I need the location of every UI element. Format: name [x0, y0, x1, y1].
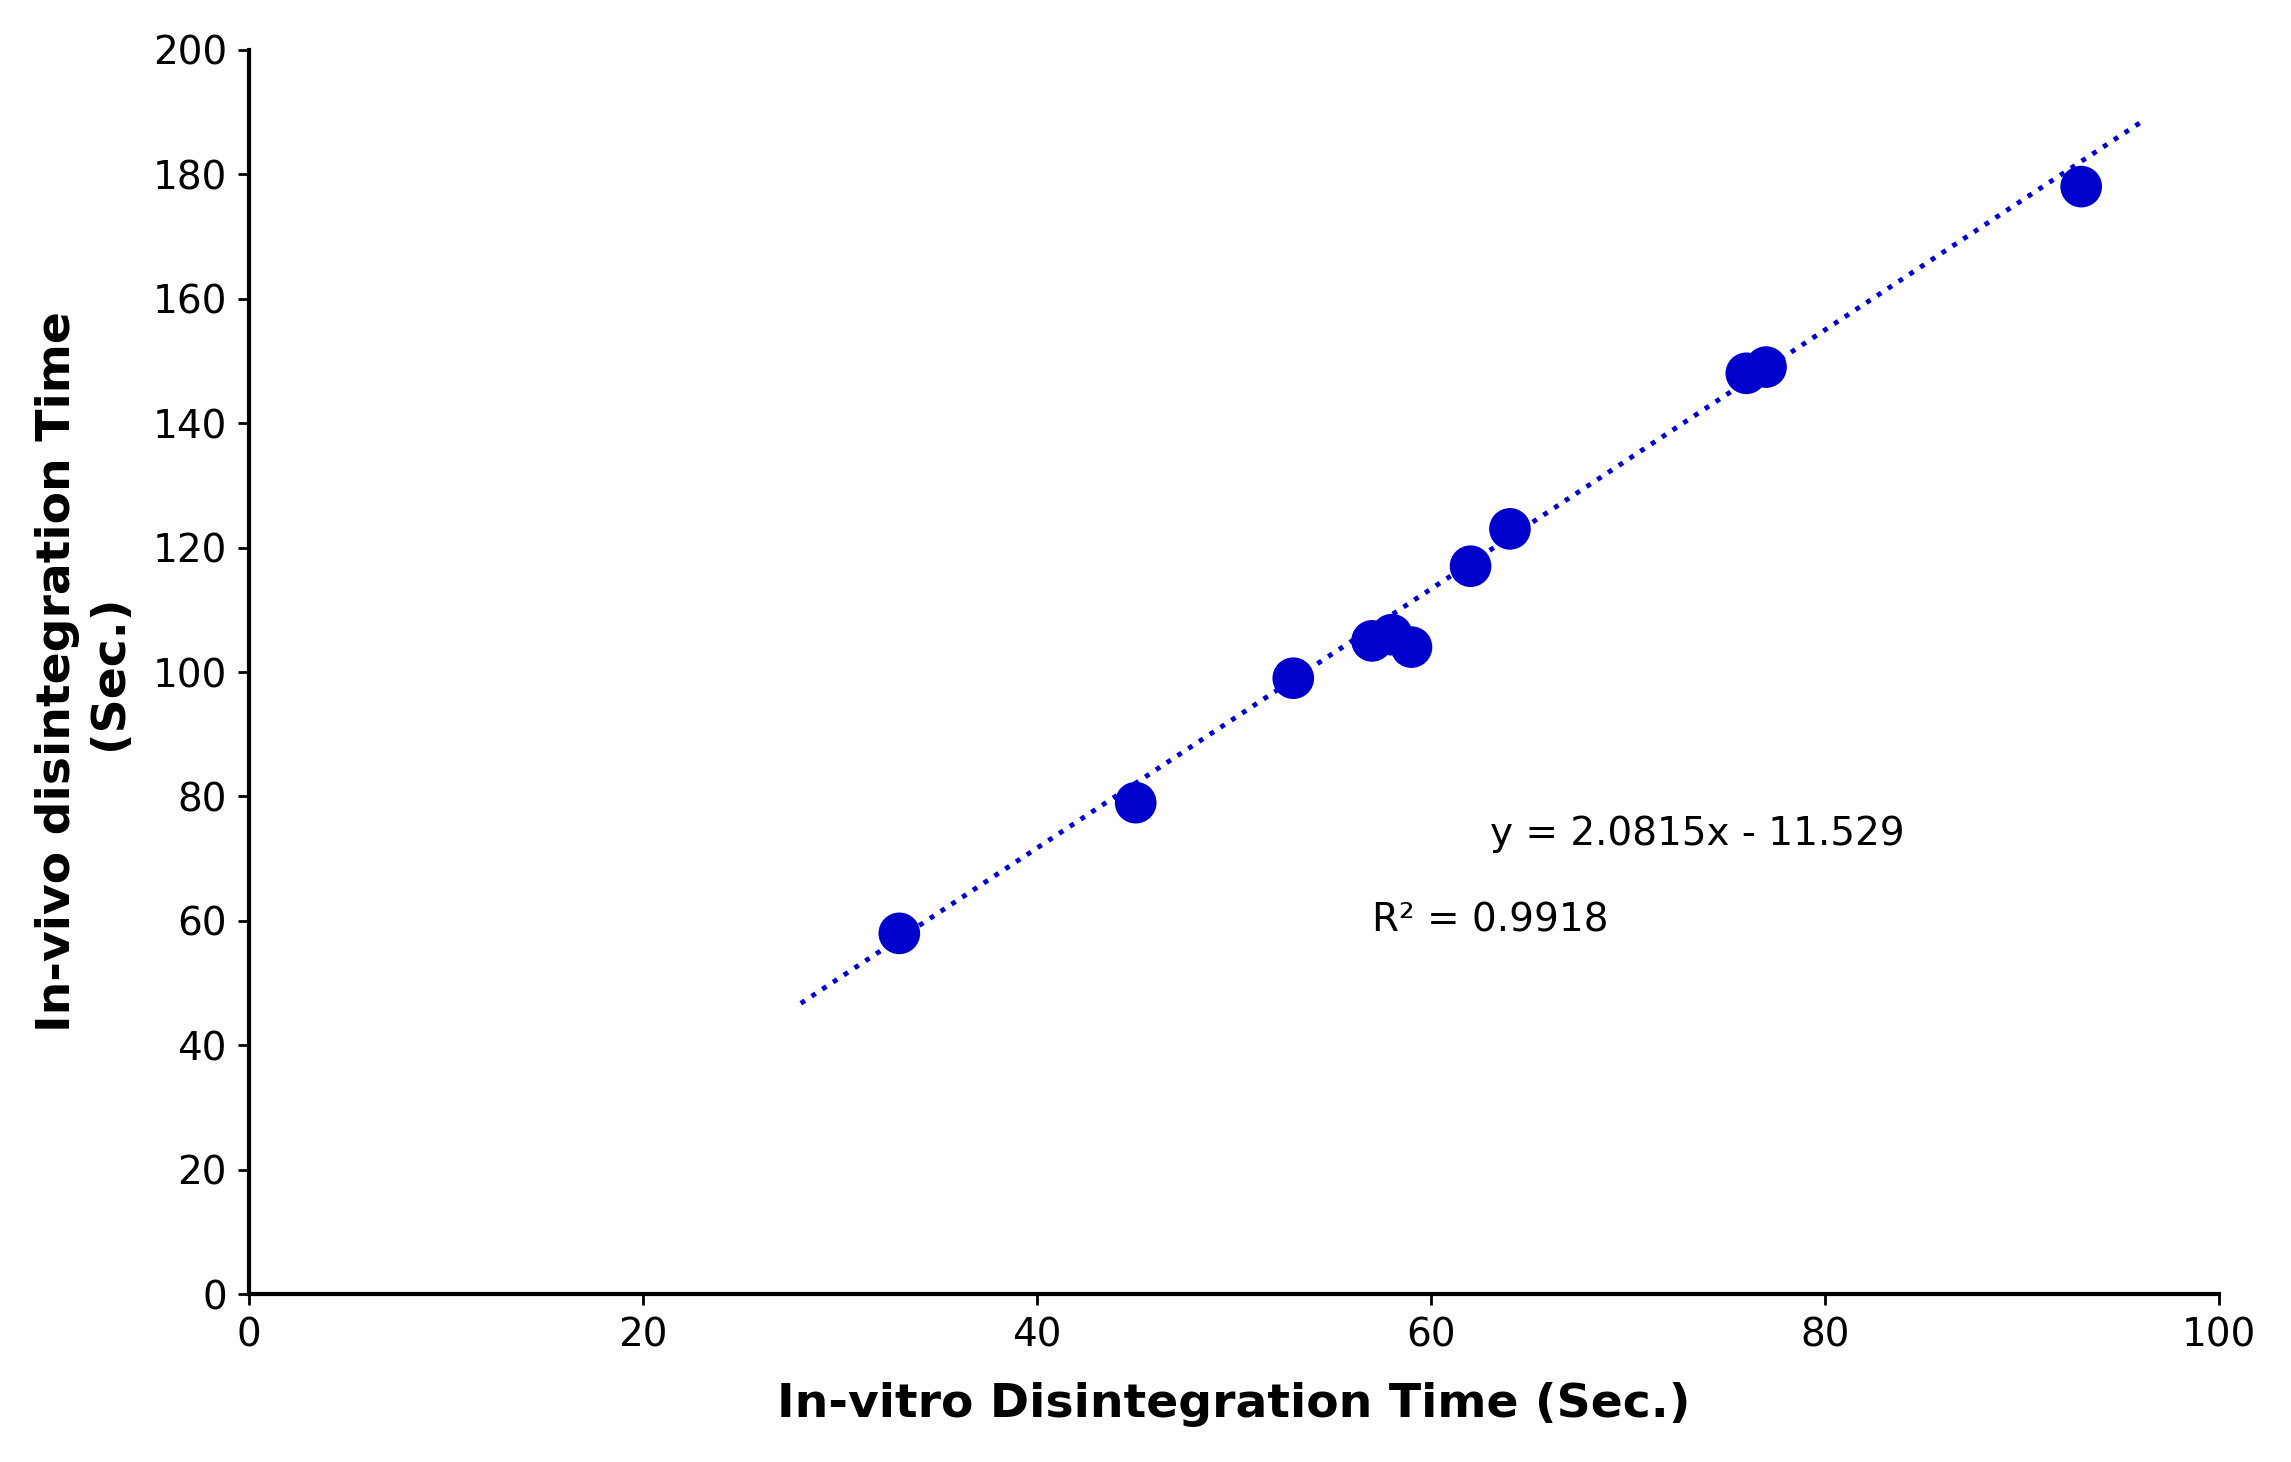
Point: [1748, 355, 1785, 379]
Point: [1354, 629, 1391, 652]
Text: y = 2.0815x - 11.529: y = 2.0815x - 11.529: [1489, 814, 1904, 852]
Point: [1452, 554, 1489, 577]
Text: R² = 0.9918: R² = 0.9918: [1372, 902, 1608, 940]
Point: [1491, 518, 1528, 541]
Point: [1393, 636, 1430, 659]
Point: [1276, 667, 1313, 690]
Point: [1118, 791, 1155, 814]
X-axis label: In-vitro Disintegration Time (Sec.): In-vitro Disintegration Time (Sec.): [777, 1382, 1691, 1427]
Point: [1727, 361, 1764, 385]
Point: [2062, 175, 2099, 199]
Point: [882, 921, 919, 944]
Y-axis label: In-vivo disintegration Time
(Sec.): In-vivo disintegration Time (Sec.): [34, 311, 131, 1032]
Point: [1372, 623, 1409, 646]
